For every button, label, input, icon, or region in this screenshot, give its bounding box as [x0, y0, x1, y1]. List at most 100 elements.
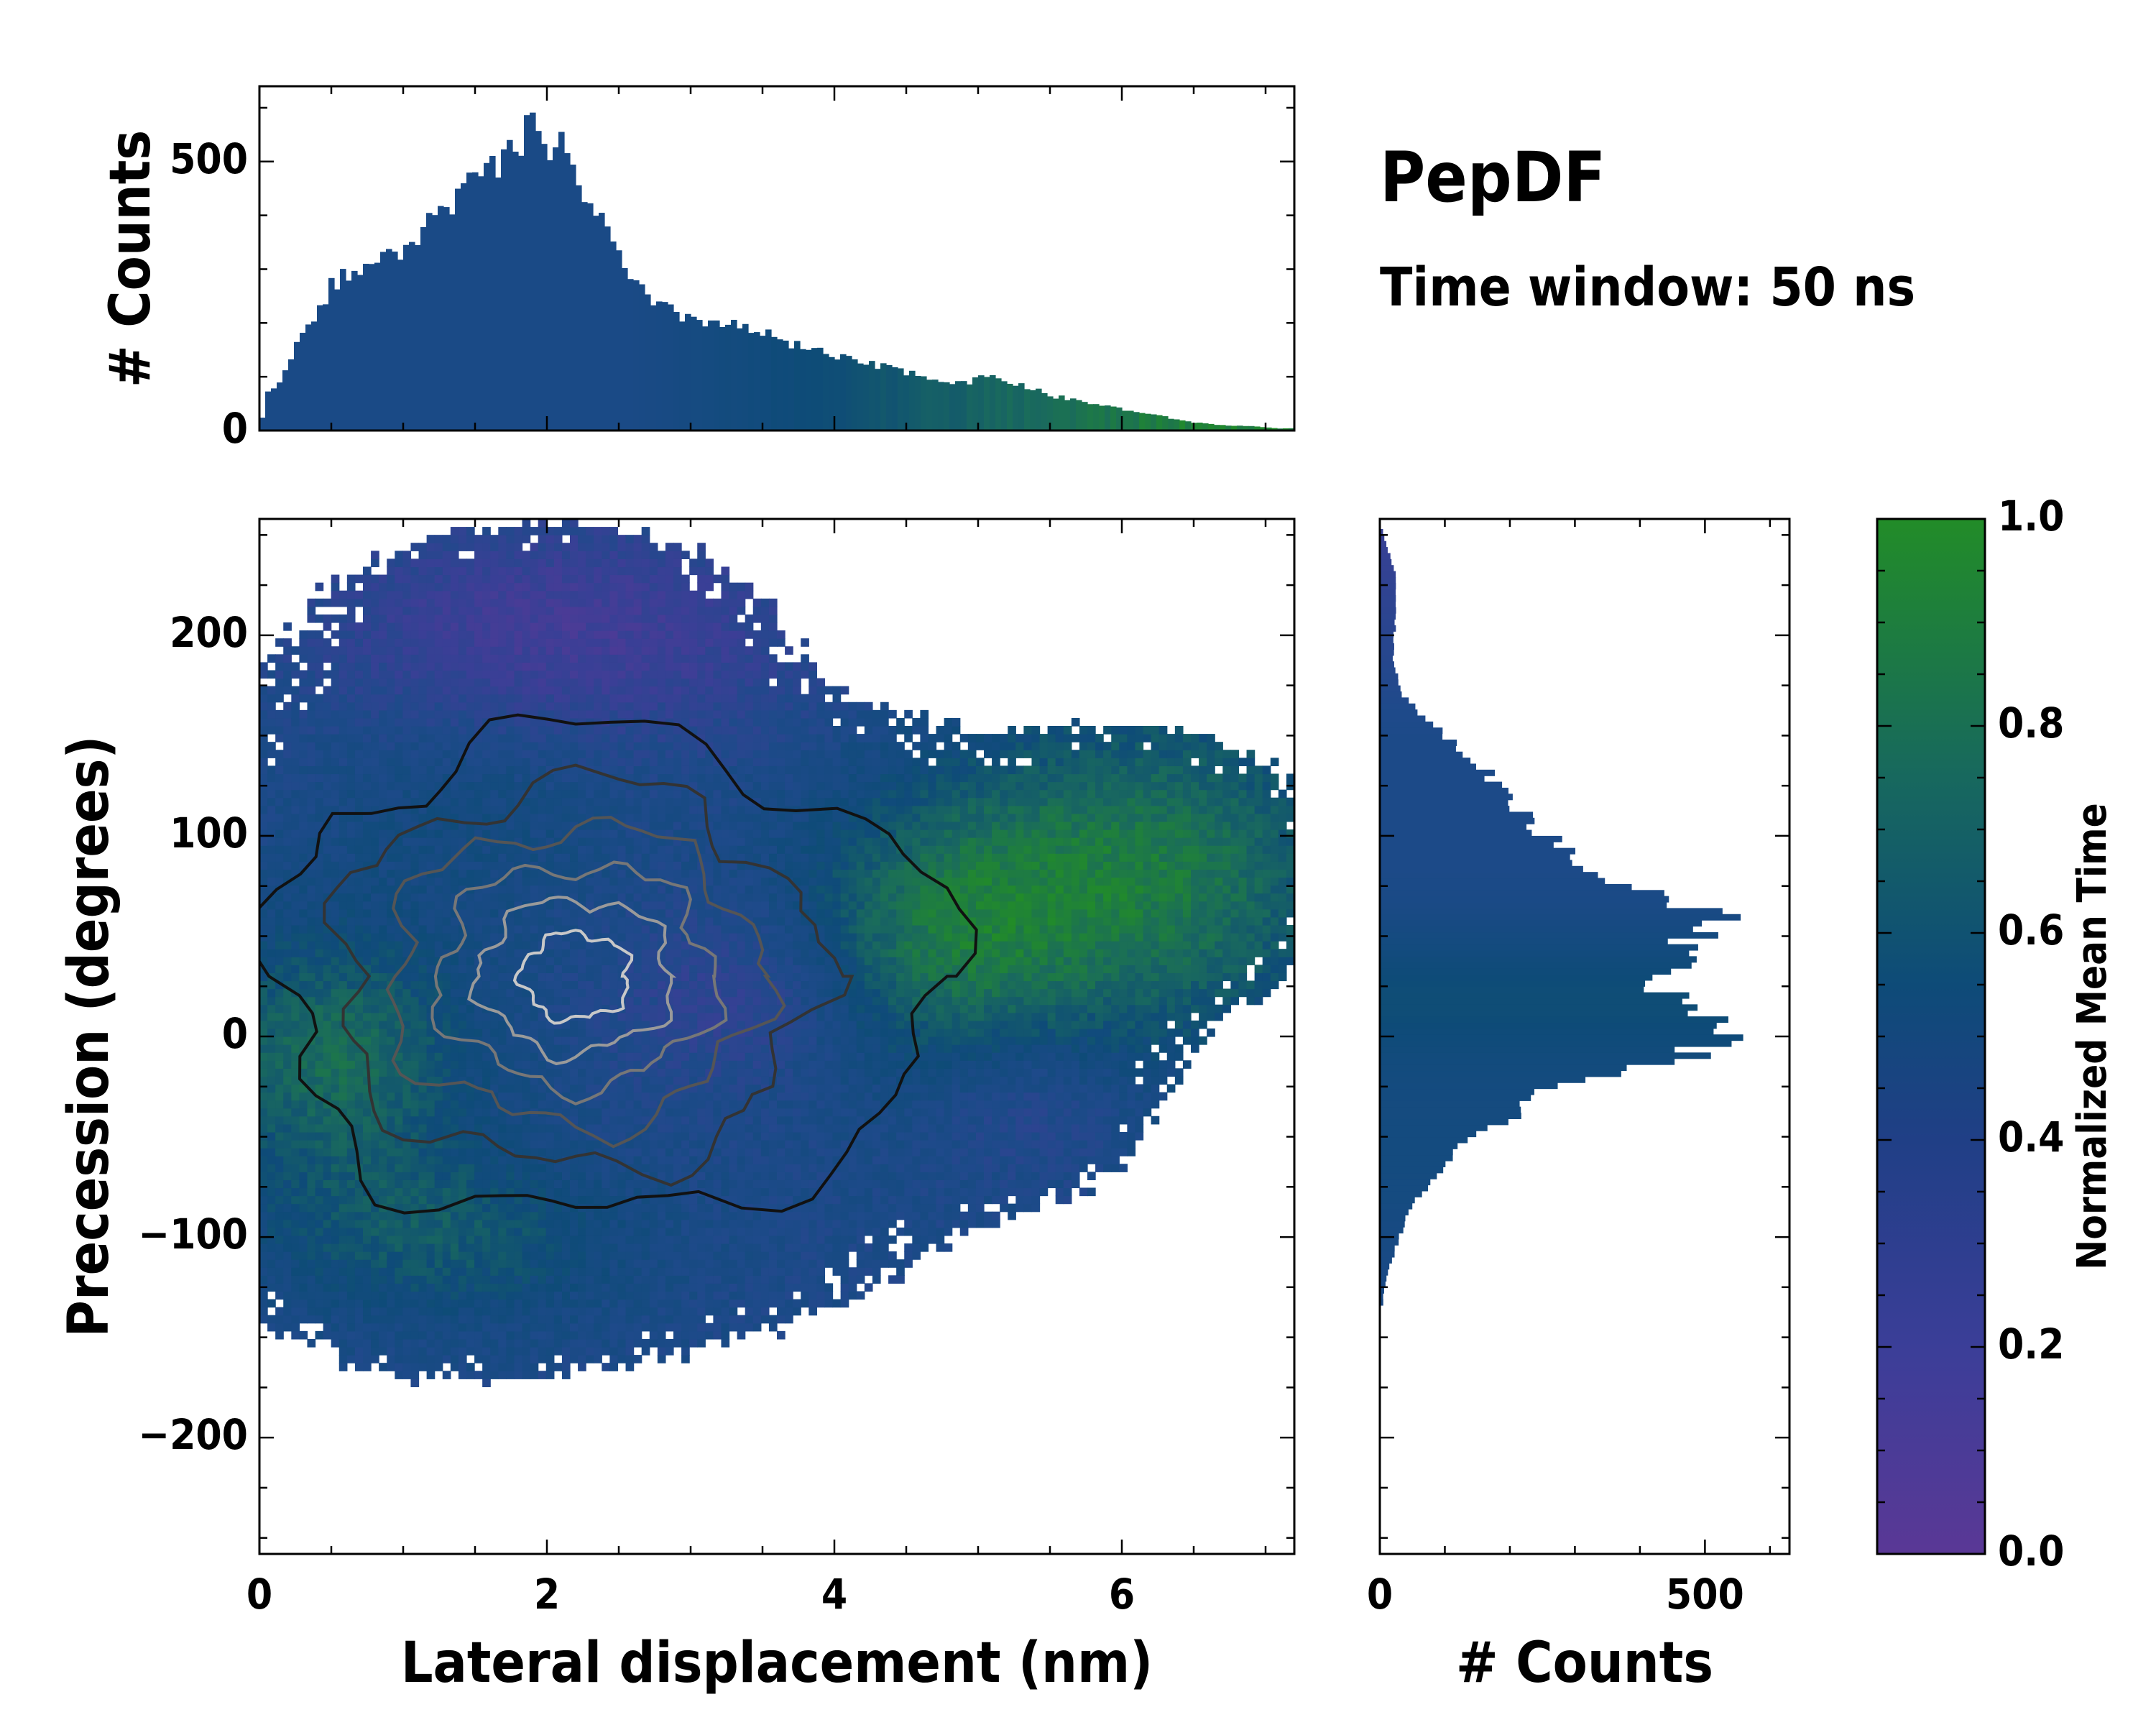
heatmap-cell: [395, 845, 403, 854]
heatmap-cell: [482, 726, 491, 735]
heatmap-cell: [402, 853, 412, 862]
heatmap-cell: [538, 1036, 547, 1045]
heatmap-cell: [450, 590, 459, 599]
heatmap-cell: [275, 1044, 284, 1053]
heatmap-cell: [387, 845, 395, 854]
heatmap-cell: [609, 630, 619, 639]
heatmap-cell: [275, 916, 284, 926]
heatmap-cell: [561, 1131, 571, 1141]
heatmap-cell: [617, 1036, 627, 1045]
heatmap-cell: [379, 1267, 387, 1276]
heatmap-cell: [482, 1363, 491, 1371]
heatmap-cell: [458, 1338, 467, 1348]
heatmap-cell: [625, 1052, 635, 1061]
heatmap-cell: [609, 1036, 619, 1045]
heatmap-cell: [466, 1219, 475, 1228]
heatmap-cell: [418, 1131, 428, 1141]
heatmap-cell: [538, 972, 547, 982]
heatmap-cell: [466, 1251, 475, 1260]
heatmap-cell: [570, 543, 579, 551]
heatmap-cell: [331, 758, 340, 766]
heatmap-cell: [395, 1330, 403, 1340]
heatmap-cell: [625, 1084, 635, 1093]
heatmap-cell: [331, 988, 340, 998]
heatmap-cell: [586, 965, 594, 973]
heatmap-cell: [466, 869, 475, 878]
heatmap-cell: [418, 980, 428, 990]
heatmap-cell: [498, 709, 507, 719]
heatmap-cell: [402, 1052, 412, 1061]
heatmap-cell: [522, 566, 531, 576]
heatmap-cell: [538, 551, 547, 559]
heatmap-cell: [514, 893, 523, 902]
heatmap-cell: [553, 551, 563, 559]
heatmap-cell: [283, 957, 292, 965]
heatmap-cell: [553, 1283, 563, 1292]
heatmap-cell: [426, 805, 436, 814]
heatmap-cell: [259, 1315, 268, 1324]
heatmap-cell: [259, 1211, 268, 1220]
top-histogram-bar: [708, 320, 714, 431]
heatmap-cell: [506, 582, 515, 592]
heatmap-cell: [275, 1076, 284, 1085]
heatmap-cell: [594, 1012, 602, 1021]
heatmap-cell: [299, 1203, 308, 1213]
heatmap-cell: [283, 1283, 292, 1292]
heatmap-cell: [410, 885, 420, 894]
heatmap-cell: [466, 949, 475, 957]
heatmap-cell: [346, 972, 356, 982]
heatmap-cell: [617, 1283, 627, 1292]
heatmap-cell: [498, 797, 507, 806]
heatmap-cell: [498, 1322, 507, 1332]
heatmap-cell: [442, 853, 451, 862]
top-histogram-bar: [1197, 422, 1203, 431]
heatmap-cell: [474, 988, 483, 998]
heatmap-cell: [490, 1084, 499, 1093]
heatmap-cell: [379, 1148, 387, 1156]
heatmap-cell: [538, 1227, 547, 1236]
heatmap-cell: [371, 869, 379, 878]
top-histogram-bar: [576, 185, 582, 431]
heatmap-cell: [633, 1140, 642, 1149]
heatmap-cell: [602, 1219, 610, 1228]
heatmap-cell: [578, 527, 586, 535]
top-histogram-bar: [829, 356, 835, 431]
heatmap-cell: [410, 869, 420, 878]
top-histogram-bar: [1266, 427, 1272, 431]
heatmap-cell: [331, 646, 340, 655]
top-ytick-label-0: 0: [222, 404, 248, 453]
heatmap-cell: [586, 957, 594, 965]
heatmap-cell: [498, 1330, 507, 1340]
heatmap-cell: [442, 1172, 451, 1180]
heatmap-cell: [395, 726, 403, 735]
heatmap-cell: [259, 924, 268, 934]
heatmap-cell: [609, 1283, 619, 1292]
heatmap-cell: [514, 1092, 523, 1101]
heatmap-cell: [395, 869, 403, 878]
heatmap-cell: [363, 885, 372, 894]
heatmap-cell: [530, 1084, 539, 1093]
heatmap-cell: [434, 1060, 443, 1069]
heatmap-cell: [458, 980, 467, 990]
heatmap-cell: [426, 614, 436, 623]
heatmap-cell: [594, 1052, 602, 1061]
heatmap-cell: [522, 558, 531, 568]
heatmap-cell: [259, 1148, 268, 1156]
heatmap-cell: [442, 758, 451, 766]
heatmap-cell: [346, 702, 356, 711]
heatmap-cell: [410, 924, 420, 934]
heatmap-cell: [561, 1012, 571, 1021]
heatmap-cell: [466, 821, 475, 830]
heatmap-cell: [410, 1211, 420, 1220]
heatmap-cell: [410, 1187, 420, 1197]
heatmap-cell: [522, 924, 531, 934]
heatmap-cell: [371, 1251, 379, 1260]
heatmap-cell: [299, 885, 308, 894]
heatmap-cell: [434, 885, 443, 894]
heatmap-cell: [538, 1172, 547, 1180]
heatmap-cell: [379, 590, 387, 599]
heatmap-cell: [331, 1291, 340, 1300]
heatmap-cell: [450, 1092, 459, 1101]
heatmap-cell: [395, 1116, 403, 1125]
heatmap-cell: [450, 1036, 459, 1045]
